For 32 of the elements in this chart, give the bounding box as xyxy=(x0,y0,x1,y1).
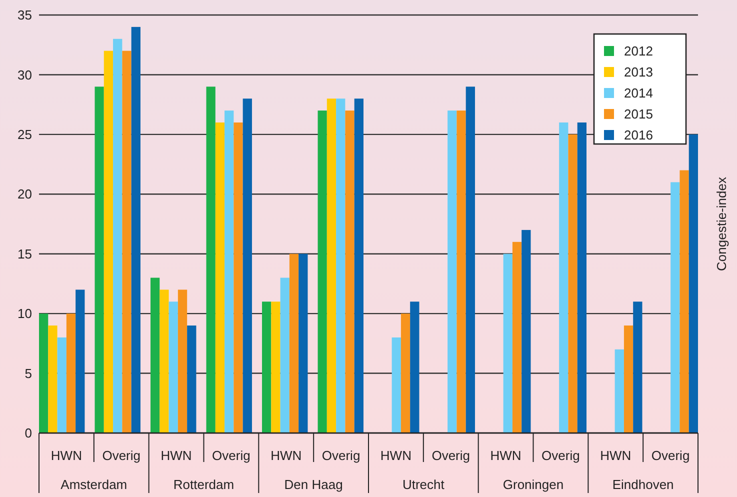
y-tick-label: 30 xyxy=(18,67,32,82)
x-tick-label: HWN xyxy=(270,448,302,463)
y-tick-label: 15 xyxy=(18,246,32,262)
y-tick-label: 20 xyxy=(18,186,32,202)
legend-label: 2014 xyxy=(624,86,653,101)
legend-label: 2015 xyxy=(624,106,653,122)
legend-label: 2012 xyxy=(624,44,653,59)
y-tick-label: 10 xyxy=(18,306,32,322)
x-tick-label: Overig xyxy=(432,448,470,463)
x-tick-label: Overig xyxy=(102,448,141,463)
y-tick-label: 25 xyxy=(18,126,32,142)
legend-label: 2016 xyxy=(624,128,653,143)
y-axis-title: Congestie-index xyxy=(714,176,729,271)
y-tick-label: 0 xyxy=(24,426,32,441)
x-tick-label: HWN xyxy=(600,448,632,463)
x-tick-label: HWN xyxy=(380,448,412,463)
y-tick-label: 5 xyxy=(24,366,32,381)
legend-label: 2013 xyxy=(624,64,653,80)
x-tick-label: Overig xyxy=(542,448,580,463)
x-tick-label: HWN xyxy=(50,448,82,463)
x-tick-label: HWN xyxy=(490,448,522,463)
y-tick-label: 35 xyxy=(18,8,32,23)
text: Eindhoven xyxy=(612,477,674,492)
x-tick-label: Overig xyxy=(651,448,690,463)
text: Rotterdam xyxy=(173,477,234,492)
x-tick-label: Overig xyxy=(322,448,360,463)
text: Den Haag xyxy=(284,477,343,492)
text: Utrecht xyxy=(402,477,445,492)
x-tick-label: HWN xyxy=(160,448,192,463)
x-tick-label: Overig xyxy=(212,448,250,463)
text: Groningen xyxy=(502,477,564,492)
text: Amsterdam xyxy=(60,477,128,492)
